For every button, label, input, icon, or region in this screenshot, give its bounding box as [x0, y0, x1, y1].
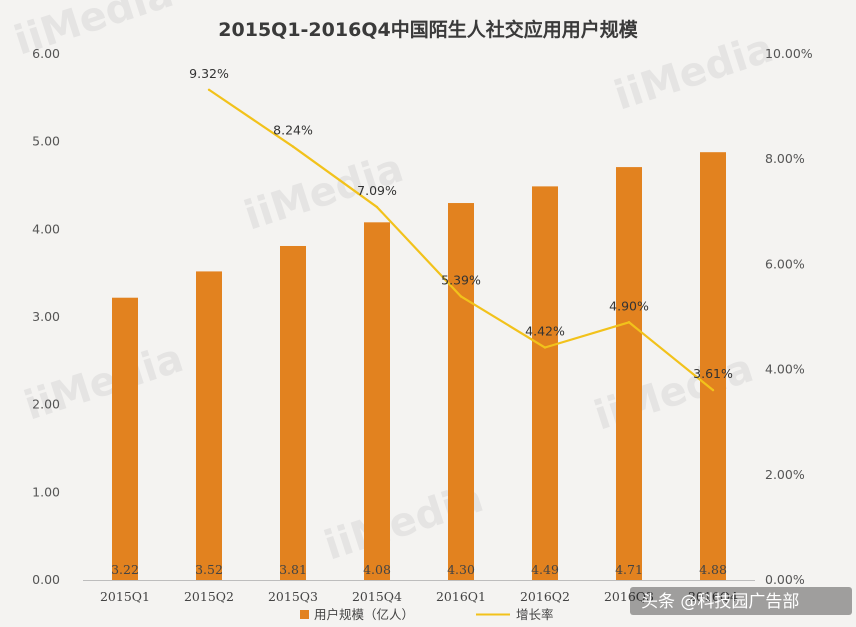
growth-rate-point [543, 346, 547, 349]
category-label: 2015Q3 [268, 589, 318, 604]
bar [196, 271, 222, 580]
growth-rate-label: 8.24% [273, 123, 313, 138]
left-tick-label: 0.00 [32, 572, 60, 587]
left-tick-label: 2.00 [32, 397, 60, 412]
right-tick-label: 6.00% [765, 256, 805, 271]
left-tick-label: 4.00 [32, 221, 60, 236]
bar-value-label: 3.52 [195, 562, 223, 577]
left-y-axis: 0.00 1.00 2.00 3.00 4.00 5.00 6.00 [32, 46, 60, 587]
legend-line-label: 增长率 [516, 607, 554, 622]
category-label: 2016Q3 [604, 589, 654, 604]
growth-rate-point [627, 321, 631, 324]
left-tick-label: 6.00 [32, 46, 60, 61]
chart-title: 2015Q1-2016Q4中国陌生人社交应用用户规模 [218, 18, 638, 41]
bar-value-label: 3.22 [111, 562, 139, 577]
growth-rate-label: 4.90% [609, 298, 649, 313]
legend-bar-label: 用户规模（亿人） [314, 607, 414, 622]
bar [700, 152, 726, 581]
credit-background [630, 587, 852, 615]
growth-rate-point [291, 145, 295, 148]
bar [448, 203, 474, 581]
bar [280, 245, 306, 581]
growth-rate-point [375, 205, 379, 209]
bar [364, 222, 390, 580]
right-tick-label: 10.00% [765, 46, 813, 61]
category-label: 2015Q4 [352, 589, 402, 604]
credit-text: 头条 @科技园广告部 [641, 592, 799, 612]
bar-value-labels: 3.22 3.52 3.81 4.08 4.30 4.49 4.71 4.88 [111, 562, 727, 577]
credit-overlay: 头条 @科技园广告部 [630, 587, 852, 615]
category-label: 2015Q2 [184, 589, 234, 604]
growth-rate-label: 4.42% [525, 324, 565, 339]
growth-rate-series [207, 88, 715, 392]
bar-value-label: 4.71 [615, 562, 643, 577]
bar-series [112, 152, 726, 581]
bar-value-label: 4.30 [447, 562, 475, 577]
growth-rate-label: 9.32% [189, 66, 229, 81]
growth-rate-point [711, 388, 715, 392]
x-axis: 2015Q1 2015Q2 2015Q3 2015Q4 2016Q1 2016Q2 2016… [83, 580, 755, 604]
legend-bar-swatch [300, 610, 309, 619]
left-tick-label: 3.00 [32, 309, 60, 324]
category-label: 2016Q2 [520, 589, 570, 604]
right-tick-label: 0.00% [765, 572, 805, 587]
category-label: 2016Q4 [688, 589, 738, 604]
bar-value-label: 3.81 [279, 562, 307, 577]
bar [112, 297, 138, 580]
left-tick-label: 5.00 [32, 134, 60, 149]
growth-rate-point [459, 295, 463, 298]
right-tick-label: 2.00% [765, 467, 805, 482]
category-label: 2016Q1 [436, 589, 486, 604]
legend: 用户规模（亿人） 增长率 [300, 607, 554, 622]
right-y-axis: 0.00% 2.00% 4.00% 6.00% 8.00% 10.00% [765, 46, 813, 587]
right-tick-label: 4.00% [765, 362, 805, 377]
right-tick-label: 8.00% [765, 151, 805, 166]
bar [532, 186, 558, 581]
growth-rate-label: 5.39% [441, 272, 481, 287]
growth-rate-label: 7.09% [357, 183, 397, 198]
watermark-text: iiMedia [19, 335, 189, 429]
bar [616, 167, 642, 580]
left-tick-label: 1.00 [32, 484, 60, 499]
growth-rate-point [207, 88, 211, 91]
bar-value-label: 4.49 [531, 562, 559, 577]
bar-value-label: 4.88 [699, 562, 727, 577]
category-label: 2015Q1 [100, 589, 150, 604]
growth-rate-labels: 9.32% 8.24% 7.09% 5.39% 4.42% 4.90% 3.61% [189, 66, 733, 381]
growth-rate-label: 3.61% [693, 366, 733, 381]
bar-value-label: 4.08 [363, 562, 391, 577]
